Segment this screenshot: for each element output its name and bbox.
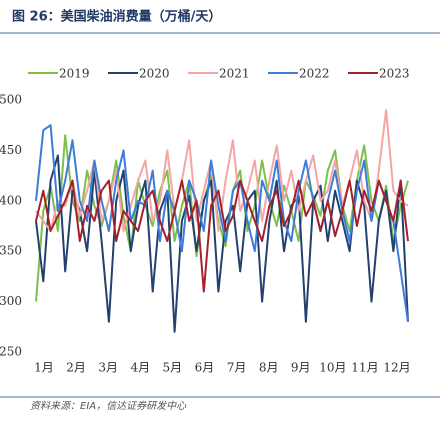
- x-tick-label: 9月: [291, 361, 311, 375]
- y-tick-label: 500: [0, 93, 22, 107]
- x-tick-label: 4月: [130, 361, 150, 375]
- x-tick-label: 11月: [351, 361, 378, 375]
- x-tick-label: 3月: [98, 361, 118, 375]
- x-tick-label: 1月: [34, 361, 54, 375]
- x-tick-label: 10月: [319, 361, 346, 375]
- series-line: [35, 124, 409, 322]
- x-tick-label: 2月: [66, 361, 86, 375]
- y-tick-label: 450: [0, 143, 22, 157]
- legend-label: 2022: [299, 67, 330, 81]
- source: 资料来源：EIA，信达证券研发中心: [30, 400, 187, 412]
- y-tick-label: 250: [0, 345, 22, 359]
- legend-label: 2021: [219, 67, 250, 81]
- chart-title: 图 26：美国柴油消费量（万桶/天）: [12, 9, 221, 25]
- y-tick-label: 400: [0, 193, 22, 207]
- y-tick-label: 350: [0, 244, 22, 258]
- series-line: [35, 134, 409, 302]
- x-tick-label: 12月: [383, 361, 410, 375]
- x-tick-label: 5月: [163, 361, 183, 375]
- legend-label: 2023: [379, 67, 410, 81]
- x-tick-label: 7月: [227, 361, 247, 375]
- legend-label: 2019: [59, 67, 90, 81]
- series-line: [35, 179, 409, 293]
- legend-label: 2020: [139, 67, 170, 81]
- y-tick-label: 300: [0, 294, 22, 308]
- x-tick-label: 6月: [195, 361, 215, 375]
- x-tick-label: 8月: [259, 361, 279, 375]
